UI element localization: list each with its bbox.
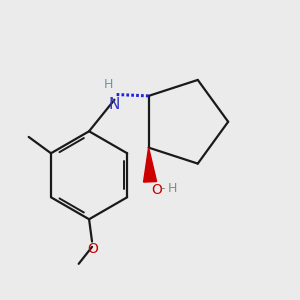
Text: N: N (109, 97, 120, 112)
Polygon shape (143, 148, 157, 182)
Text: H: H (103, 78, 113, 91)
Text: - H: - H (161, 182, 178, 195)
Text: O: O (152, 183, 162, 197)
Text: O: O (87, 242, 98, 256)
